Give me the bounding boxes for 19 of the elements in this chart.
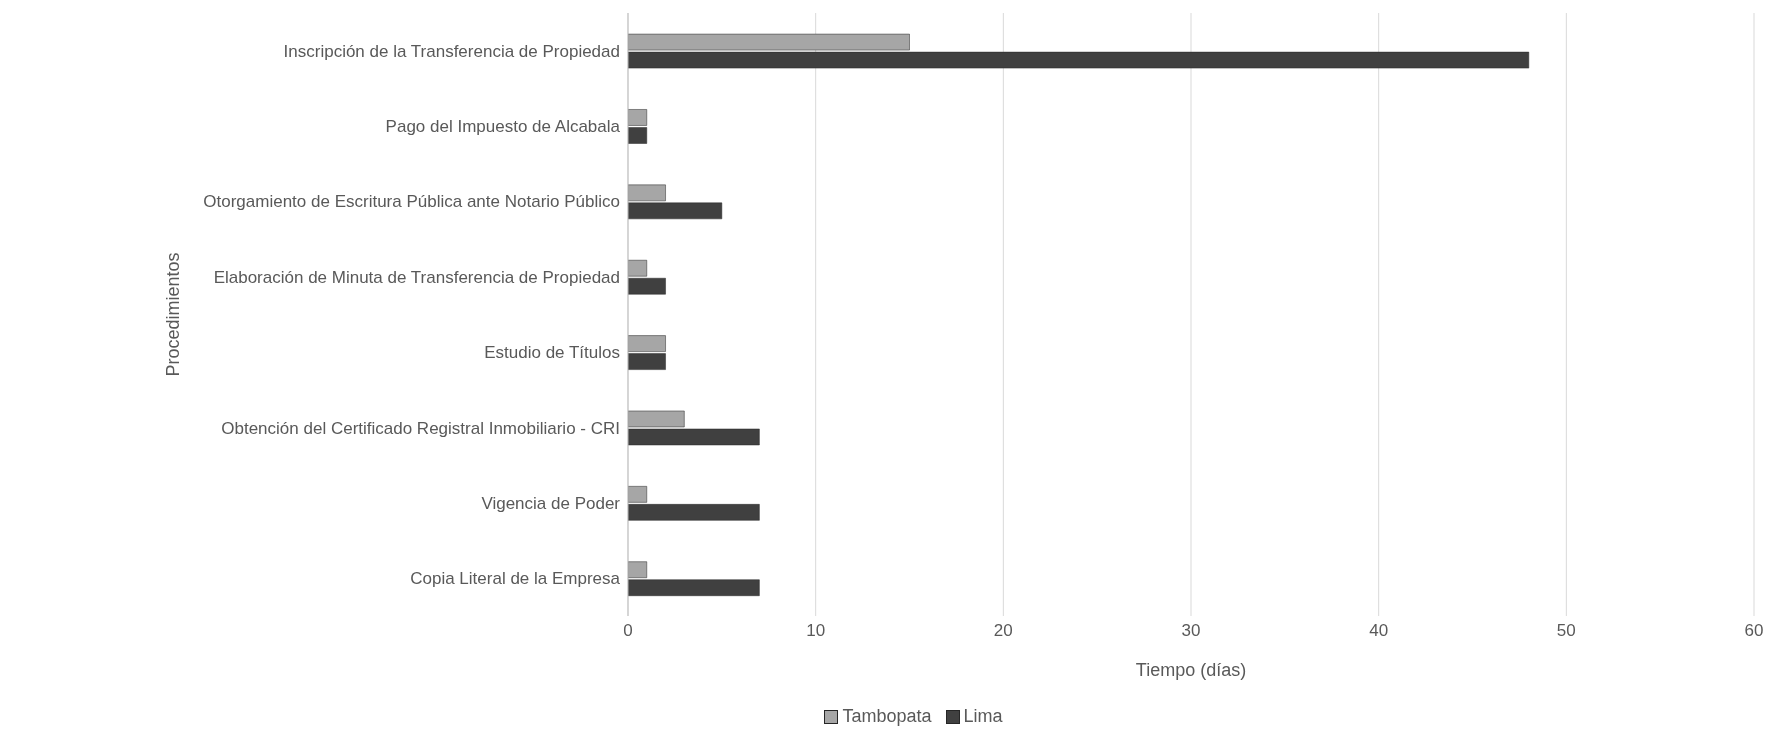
x-tick-label: 10 — [806, 621, 826, 641]
x-tick-label: 20 — [993, 621, 1013, 641]
y-tick-label: Vigencia de Poder — [481, 493, 621, 513]
x-tick-label: 50 — [1556, 621, 1576, 641]
y-axis-title: Procedimientos — [163, 252, 184, 377]
y-tick-label: Estudio de Títulos — [484, 343, 620, 363]
x-tick-label: 60 — [1744, 621, 1764, 641]
y-tick-label: Pago del Impuesto de Alcabala — [385, 117, 621, 137]
y-tick-label: Inscripción de la Transferencia de Propiedad — [283, 41, 620, 61]
x-tick-label: 30 — [1181, 621, 1201, 641]
legend-label: Lima — [963, 706, 1003, 727]
y-tick-label: Elaboración de Minuta de Transferencia de Propiedad — [213, 267, 620, 287]
y-tick-label: Obtención del Certificado Registral Inmobiliario - CRI — [221, 418, 620, 438]
x-tick-label: 0 — [623, 621, 633, 641]
x-tick-label: 40 — [1369, 621, 1389, 641]
x-axis-title: Tiempo (días) — [1135, 660, 1247, 680]
legend-label: Tambopata — [842, 706, 932, 727]
y-tick-label: Copia Literal de la Empresa — [410, 569, 621, 589]
y-tick-label: Otorgamiento de Escritura Pública ante Notario Público — [203, 192, 620, 212]
